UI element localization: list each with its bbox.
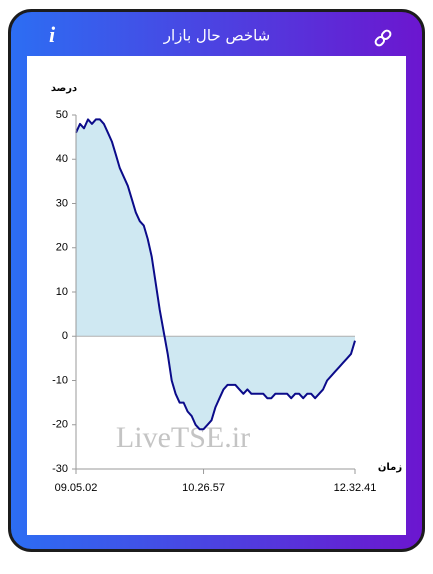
x-axis-label: زمان	[378, 462, 402, 473]
y-tick-label: -20	[52, 419, 68, 431]
line	[75, 118, 356, 431]
x-tick-label: 10.26.57	[182, 482, 225, 494]
y-axis-label: درصد	[51, 83, 77, 94]
info-button[interactable]: i	[49, 22, 56, 47]
y-tick-label: 0	[62, 330, 68, 342]
y-tick-label: -30	[52, 463, 68, 475]
y-tick-label: 20	[56, 242, 68, 254]
link-button[interactable]	[374, 29, 392, 47]
y-tick-label: 50	[56, 109, 68, 121]
area	[76, 119, 355, 430]
y-tick-label: 40	[56, 153, 68, 165]
y-tick-label: 10	[56, 286, 68, 298]
y-tick-label: -10	[52, 374, 68, 386]
x-tick-label: 09.05.02	[55, 482, 98, 494]
y-tick-label: 30	[56, 197, 68, 209]
header-title: شاخص حال بازار	[163, 27, 270, 45]
x-tick-label: 12.32.41	[334, 482, 377, 494]
watermark: LiveTSE.ir	[116, 421, 250, 454]
